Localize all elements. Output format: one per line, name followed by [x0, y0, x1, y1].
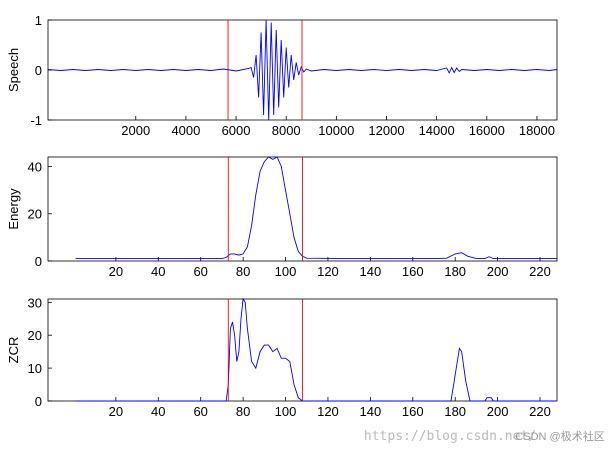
x-tick-label: 60	[193, 404, 207, 419]
x-tick-label: 80	[236, 264, 250, 279]
signal-line	[75, 297, 557, 402]
x-tick-label: 100	[275, 404, 297, 419]
y-tick-label: 1	[35, 13, 42, 28]
x-tick-label: 80	[236, 404, 250, 419]
y-axis-label: Speech	[6, 48, 21, 92]
x-tick-label: 40	[151, 264, 165, 279]
y-tick-label: 10	[28, 361, 42, 376]
y-tick-label: 0	[35, 254, 42, 269]
x-tick-label: 40	[151, 404, 165, 419]
x-tick-label: 220	[529, 404, 551, 419]
x-tick-label: 120	[317, 264, 339, 279]
y-tick-label: 0	[35, 394, 42, 409]
x-tick-label: 160	[402, 264, 424, 279]
signal-line	[75, 156, 557, 260]
x-tick-label: 2000	[121, 123, 150, 138]
y-tick-label: 20	[28, 328, 42, 343]
y-tick-label: 40	[28, 159, 42, 174]
x-tick-label: 160	[402, 404, 424, 419]
x-tick-label: 12000	[368, 123, 404, 138]
y-axis-label: Energy	[6, 188, 21, 230]
y-tick-label: 0	[35, 63, 42, 78]
x-tick-label: 4000	[171, 123, 200, 138]
x-tick-label: 18000	[519, 123, 555, 138]
y-axis-label: ZCR	[6, 337, 21, 364]
x-tick-label: 6000	[222, 123, 251, 138]
x-tick-label: 120	[317, 404, 339, 419]
x-tick-label: 180	[444, 264, 466, 279]
x-tick-label: 10000	[318, 123, 354, 138]
x-tick-label: 140	[360, 264, 382, 279]
x-tick-label: 20	[109, 264, 123, 279]
y-tick-label: 20	[28, 207, 42, 222]
x-tick-label: 200	[487, 404, 509, 419]
x-tick-label: 220	[529, 264, 551, 279]
x-tick-label: 100	[275, 264, 297, 279]
signal-line	[47, 19, 558, 121]
x-tick-label: 16000	[469, 123, 505, 138]
x-tick-label: 60	[193, 264, 207, 279]
watermark-url: https://blog.csdn.net/	[364, 429, 536, 444]
x-tick-label: 180	[444, 404, 466, 419]
watermark-text: CSDN @极术社区	[515, 429, 604, 443]
x-tick-label: 200	[487, 264, 509, 279]
y-tick-label: -1	[30, 113, 42, 128]
y-tick-label: 30	[28, 295, 42, 310]
x-tick-label: 20	[109, 404, 123, 419]
x-tick-label: 140	[360, 404, 382, 419]
x-tick-label: 14000	[419, 123, 455, 138]
x-tick-label: 8000	[272, 123, 301, 138]
